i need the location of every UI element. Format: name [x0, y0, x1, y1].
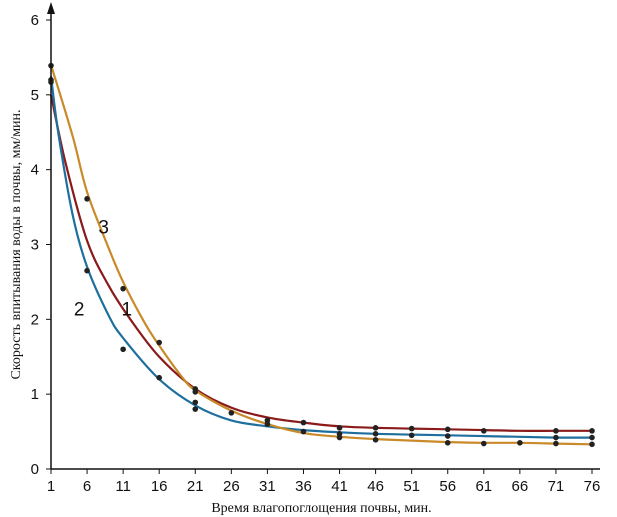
series-2-point [408, 432, 415, 439]
series-2-point [444, 433, 451, 439]
series-2-point [192, 406, 199, 412]
x-tick-label: 71 [548, 478, 565, 495]
curve-label-3: 3 [98, 217, 109, 238]
x-tick-label: 61 [475, 478, 492, 495]
x-tick-label: 31 [259, 478, 276, 495]
series-3-point [517, 440, 523, 446]
series-2-point [156, 374, 162, 381]
x-tick-label: 66 [512, 478, 529, 495]
series-2-point [372, 431, 379, 437]
y-tick-label: 5 [31, 87, 39, 104]
series-2-point [589, 434, 595, 441]
series-2-point [120, 346, 126, 353]
y-tick-label: 1 [31, 386, 39, 403]
x-tick-label: 51 [403, 478, 420, 495]
x-tick-label: 21 [187, 478, 204, 495]
x-tick-label: 16 [151, 478, 168, 495]
series-3-point [372, 437, 379, 443]
data-points [48, 62, 595, 448]
y-axis-arrow [47, 2, 55, 14]
series-3-point [589, 441, 595, 448]
series-2-point [264, 421, 271, 427]
series-3-point [120, 285, 126, 292]
x-tick-label: 6 [83, 478, 91, 495]
x-tick-label: 11 [115, 478, 131, 495]
series-2-point [553, 434, 559, 441]
y-tick-label: 0 [31, 461, 39, 478]
series-1-point [372, 425, 379, 431]
y-ticks: 0 1 2 3 4 5 6 [31, 12, 51, 478]
y-tick-label: 3 [31, 237, 39, 254]
series-3-point [84, 196, 90, 202]
series-3-point [553, 440, 559, 447]
series-1-point [481, 428, 487, 434]
series-2-curve [49, 75, 593, 439]
series-3-point [481, 440, 487, 447]
series-1-point [300, 419, 307, 426]
x-tick-label: 26 [223, 478, 240, 495]
series-1-point [444, 426, 451, 433]
x-tick-label: 41 [331, 478, 348, 495]
y-tick-label: 2 [31, 311, 39, 328]
y-tick-label: 6 [31, 12, 39, 29]
x-axis-title: Время влагопоглощения почвы, мин. [211, 501, 431, 516]
axes [47, 2, 600, 470]
series-1-point [589, 428, 595, 434]
y-axis-title: Скорость впитывания воды в почвы, мм/мин… [9, 109, 24, 379]
x-tick-label: 76 [584, 478, 601, 495]
series-2-point [300, 428, 307, 435]
y-tick-label: 4 [31, 162, 39, 179]
series-curves [49, 64, 593, 446]
x-tick-label: 46 [367, 478, 384, 495]
series-3-point [336, 434, 343, 441]
series-1-curve [49, 94, 592, 432]
x-tick-label: 1 [47, 478, 55, 495]
series-1-point [408, 425, 415, 432]
series-3-point [228, 410, 235, 416]
x-tick-label: 36 [295, 478, 312, 495]
series-1-point [553, 428, 559, 434]
curve-labels: 1 2 3 [74, 217, 132, 320]
curve-label-2: 2 [74, 300, 85, 321]
series-2-point [84, 267, 90, 274]
series-3-curve [49, 64, 593, 446]
series-3-point [156, 339, 162, 346]
series-3-point [444, 440, 451, 446]
curve-label-1: 1 [121, 300, 132, 321]
series-3-point [192, 389, 199, 395]
x-ticks: 1 6 11 16 21 26 31 36 41 46 51 56 61 66 71 76 [47, 469, 601, 495]
series-2-point [192, 399, 199, 406]
series-1-point [336, 425, 343, 431]
x-tick-label: 56 [439, 478, 456, 495]
